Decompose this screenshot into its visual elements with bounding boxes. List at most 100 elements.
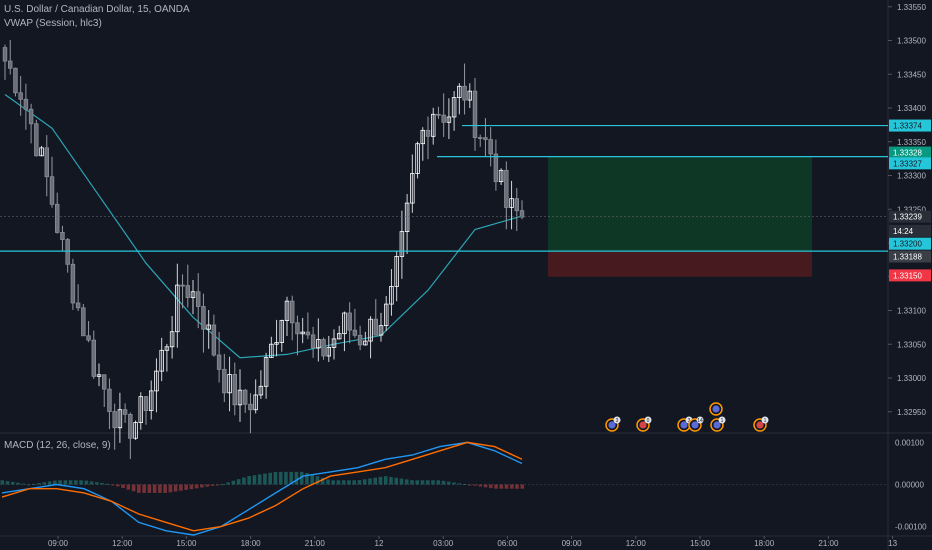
macd-histogram-bar xyxy=(467,484,472,486)
macd-histogram-bar xyxy=(95,482,99,485)
price-tick-label: 1.33500 xyxy=(897,37,926,46)
macd-histogram-bar xyxy=(205,484,209,487)
macd-tick-label: 0.00100 xyxy=(895,438,924,447)
event-count-text: 14 xyxy=(697,418,703,424)
candle-body xyxy=(263,357,269,387)
price-label-badge xyxy=(889,224,931,237)
horizontal-levels xyxy=(0,124,888,252)
macd-pane xyxy=(0,441,888,536)
candle-body xyxy=(269,343,274,358)
time-tick-label: 13 xyxy=(888,539,897,548)
candle-body xyxy=(201,306,206,330)
macd-histogram-bar xyxy=(42,482,47,485)
candles xyxy=(2,39,525,460)
price-axis: 1.33550 1.33500 1.33450 1.33400 1.33350 1.333… xyxy=(888,3,931,532)
macd-histogram-bar xyxy=(352,480,357,485)
candle-body xyxy=(138,396,144,423)
macd-histogram-bar xyxy=(488,484,493,489)
event-count-text: 1 xyxy=(721,418,724,424)
price-tick-label: 1.33050 xyxy=(897,340,926,349)
candle-body xyxy=(310,334,316,349)
macd-histogram-bar xyxy=(404,479,409,485)
candle-body xyxy=(190,291,196,298)
flag-icon xyxy=(691,421,699,429)
price-label-text: 1.33327 xyxy=(893,159,922,168)
vwap-indicator-label[interactable]: VWAP (Session, hlc3) xyxy=(4,18,102,29)
candle-body xyxy=(206,324,211,330)
candle-body xyxy=(81,307,86,337)
price-label-text: 14:24 xyxy=(893,227,914,236)
macd-histogram-bar xyxy=(310,474,314,485)
time-tick-label: 18:00 xyxy=(754,539,775,548)
candle-body xyxy=(253,394,258,411)
macd-indicator-label[interactable]: MACD (12, 26, close, 9) xyxy=(4,440,111,451)
time-tick-label: 09:00 xyxy=(48,539,69,548)
candle-body xyxy=(331,338,337,348)
candle-body xyxy=(258,385,264,396)
macd-histogram-bar xyxy=(63,480,68,485)
candle-body xyxy=(389,286,394,305)
vwap-line xyxy=(4,94,523,359)
candle-body xyxy=(430,113,436,137)
macd-histogram-bar xyxy=(362,479,367,485)
macd-histogram-bar xyxy=(26,484,31,486)
macd-histogram-bar xyxy=(189,484,194,490)
macd-histogram-bar xyxy=(289,471,293,485)
candle-body xyxy=(352,329,358,336)
candle-body xyxy=(2,47,8,62)
event-count-text: 1 xyxy=(764,418,767,424)
macd-histogram-bar xyxy=(47,481,52,485)
time-tick-label: 15:00 xyxy=(690,539,711,548)
macd-histogram-bar xyxy=(389,476,393,485)
candle-body xyxy=(451,97,457,118)
candle-body xyxy=(404,202,410,232)
event-count-badge xyxy=(761,416,769,424)
position-tool[interactable] xyxy=(548,156,812,277)
time-tick-label: 06:00 xyxy=(497,539,518,548)
candle-body xyxy=(75,302,81,309)
signal-line xyxy=(1,441,523,532)
event-count-badge xyxy=(613,416,621,424)
macd-histogram-bar xyxy=(131,484,136,492)
macd-histogram-bar xyxy=(320,477,325,485)
flag-icon xyxy=(680,421,688,429)
candle-body xyxy=(39,147,44,157)
candle-body xyxy=(54,203,60,233)
macd-histogram-bar xyxy=(194,484,199,489)
candle-body xyxy=(410,173,415,204)
macd-histogram-bar xyxy=(347,480,351,485)
macd-histogram-bar xyxy=(163,484,167,493)
macd-histogram-bar xyxy=(436,480,441,485)
flag-icon xyxy=(712,405,720,413)
macd-histogram-bar xyxy=(105,483,110,485)
price-label-text: 1.33200 xyxy=(893,240,922,249)
event-markers: 3 0 3 14 1 1 xyxy=(605,402,769,432)
flag-icon xyxy=(756,421,764,429)
candle-body xyxy=(514,198,520,212)
candle-body xyxy=(457,85,462,98)
macd-histogram-bar xyxy=(168,484,173,493)
candle-body xyxy=(195,291,201,307)
price-label-badge xyxy=(889,119,931,132)
macd-histogram-bar xyxy=(116,484,120,487)
candle-body xyxy=(44,147,50,178)
time-axis: 09:00 12:00 15:00 18:00 21:00 12 03:00 06:00 09:… xyxy=(48,536,898,548)
macd-histogram-bar xyxy=(0,480,5,485)
candle-body xyxy=(242,389,248,405)
candle-body xyxy=(274,342,279,345)
time-tick-label: 15:00 xyxy=(176,539,197,548)
candle-body xyxy=(504,169,509,208)
macd-histogram-bar xyxy=(126,484,131,490)
macd-histogram-bar xyxy=(326,479,330,485)
macd-histogram-bar xyxy=(58,480,62,485)
macd-histogram-bar xyxy=(462,484,467,486)
price-tick-label: 1.33400 xyxy=(897,104,926,113)
candle-body xyxy=(237,389,243,406)
candle-body xyxy=(383,303,389,327)
candle-body xyxy=(60,232,65,240)
macd-histogram-bar xyxy=(147,484,152,493)
candle-body xyxy=(222,368,227,394)
macd-histogram-bar xyxy=(252,475,257,485)
